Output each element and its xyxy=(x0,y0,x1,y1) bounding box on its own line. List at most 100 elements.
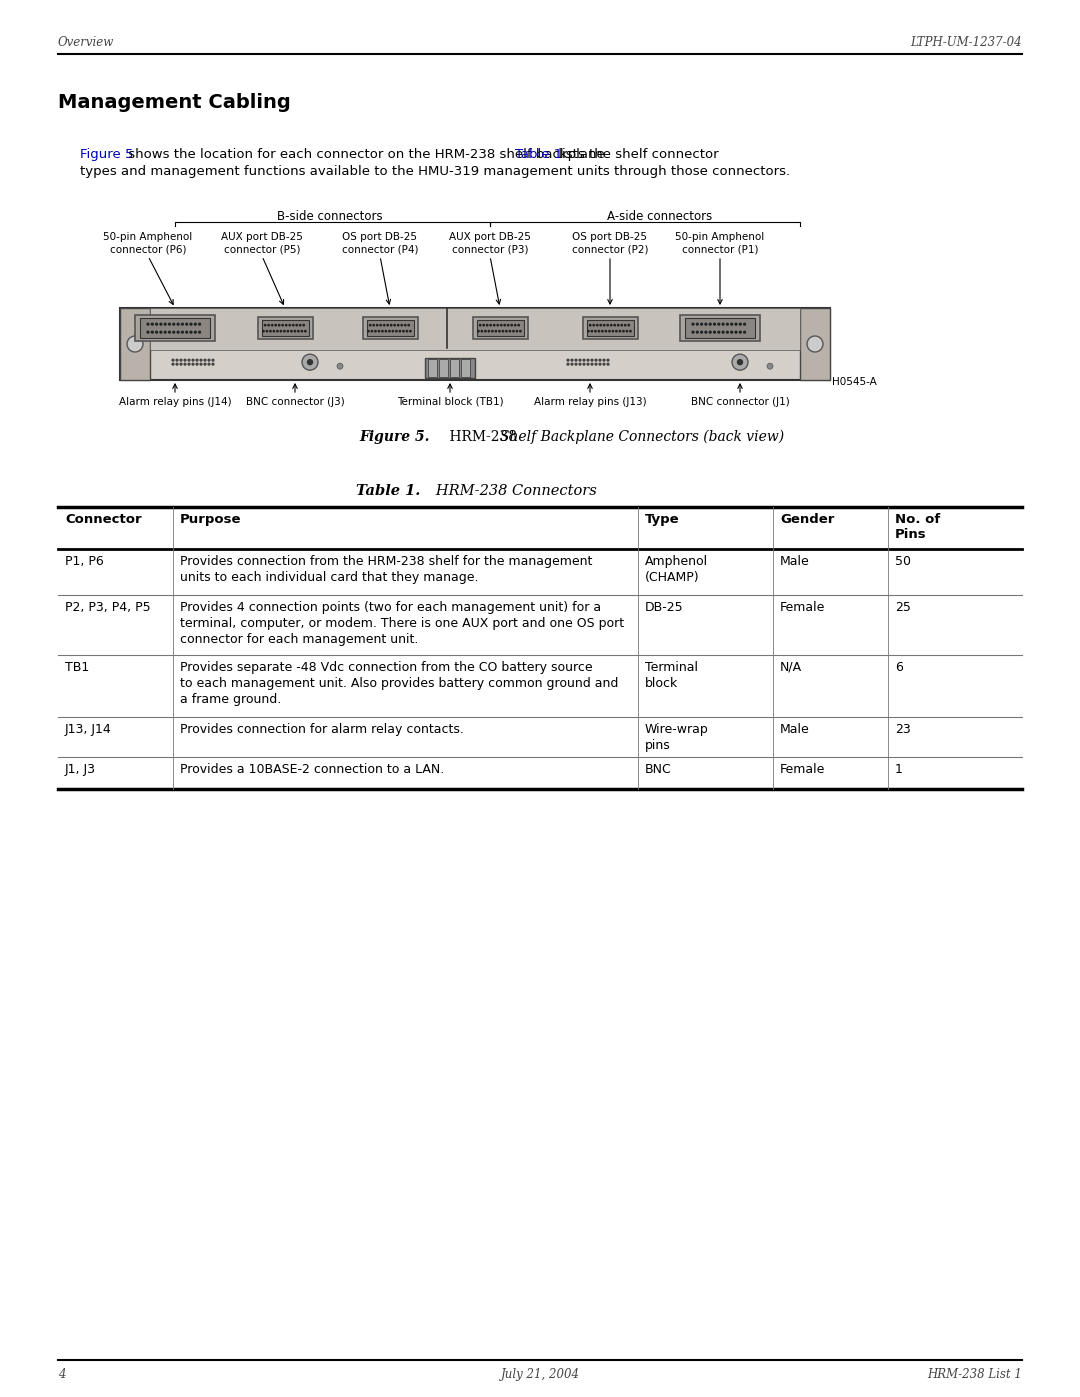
Circle shape xyxy=(168,323,171,326)
Circle shape xyxy=(156,323,158,326)
Circle shape xyxy=(302,355,318,370)
Bar xyxy=(120,307,150,380)
Circle shape xyxy=(692,331,693,332)
Circle shape xyxy=(266,331,268,332)
Circle shape xyxy=(208,359,210,360)
Bar xyxy=(461,359,470,377)
Circle shape xyxy=(600,324,602,326)
Circle shape xyxy=(406,331,407,332)
Circle shape xyxy=(375,331,376,332)
Circle shape xyxy=(705,331,706,332)
Circle shape xyxy=(571,359,572,360)
Circle shape xyxy=(701,331,702,332)
Circle shape xyxy=(575,363,577,365)
Circle shape xyxy=(488,331,489,332)
Text: Terminal
block: Terminal block xyxy=(645,661,698,690)
Circle shape xyxy=(190,331,192,332)
Circle shape xyxy=(194,323,197,326)
Bar xyxy=(473,317,527,339)
Circle shape xyxy=(591,359,593,360)
Circle shape xyxy=(623,331,624,332)
Circle shape xyxy=(482,331,483,332)
Circle shape xyxy=(212,363,214,365)
Circle shape xyxy=(595,359,597,360)
Circle shape xyxy=(276,331,278,332)
Circle shape xyxy=(579,359,581,360)
Circle shape xyxy=(767,363,773,369)
Circle shape xyxy=(282,324,283,326)
Circle shape xyxy=(305,331,306,332)
Circle shape xyxy=(701,323,702,326)
Circle shape xyxy=(505,331,508,332)
Circle shape xyxy=(156,331,158,332)
Circle shape xyxy=(200,363,202,365)
Circle shape xyxy=(727,331,728,332)
Bar xyxy=(438,359,448,377)
Circle shape xyxy=(607,324,608,326)
Bar xyxy=(450,359,459,377)
Circle shape xyxy=(744,323,745,326)
Bar xyxy=(582,317,637,339)
Text: Provides a 10BASE-2 connection to a LAN.: Provides a 10BASE-2 connection to a LAN. xyxy=(180,763,444,775)
Text: Management Cabling: Management Cabling xyxy=(58,94,291,112)
Text: AUX port DB-25
connector (P3): AUX port DB-25 connector (P3) xyxy=(449,232,531,254)
Circle shape xyxy=(490,324,491,326)
Text: Type: Type xyxy=(645,513,679,527)
Bar xyxy=(800,307,831,380)
Circle shape xyxy=(394,324,395,326)
Bar xyxy=(363,317,418,339)
Text: DB-25: DB-25 xyxy=(645,601,684,615)
Circle shape xyxy=(194,331,197,332)
Bar xyxy=(428,359,437,377)
Circle shape xyxy=(735,331,737,332)
Circle shape xyxy=(740,331,741,332)
Circle shape xyxy=(477,331,480,332)
Text: 50-pin Amphenol
connector (P6): 50-pin Amphenol connector (P6) xyxy=(104,232,192,254)
Circle shape xyxy=(160,323,162,326)
Text: J13, J14: J13, J14 xyxy=(65,724,111,736)
Circle shape xyxy=(293,324,294,326)
Text: BNC connector (J1): BNC connector (J1) xyxy=(690,397,789,407)
Circle shape xyxy=(496,331,497,332)
Circle shape xyxy=(626,331,627,332)
Text: Provides separate -48 Vdc connection from the CO battery source
to each manageme: Provides separate -48 Vdc connection fro… xyxy=(180,661,619,705)
Text: July 21, 2004: July 21, 2004 xyxy=(500,1368,580,1382)
Circle shape xyxy=(279,324,280,326)
Circle shape xyxy=(378,331,379,332)
Text: LTPH-UM-1237-04: LTPH-UM-1237-04 xyxy=(910,36,1022,49)
Circle shape xyxy=(177,331,179,332)
Circle shape xyxy=(718,323,719,326)
Circle shape xyxy=(389,331,390,332)
Circle shape xyxy=(298,331,299,332)
Circle shape xyxy=(294,331,296,332)
Circle shape xyxy=(400,331,401,332)
Text: No. of
Pins: No. of Pins xyxy=(895,513,941,541)
Bar xyxy=(586,320,634,337)
Circle shape xyxy=(172,359,174,360)
Text: Female: Female xyxy=(780,601,825,615)
Circle shape xyxy=(609,331,610,332)
Circle shape xyxy=(403,331,404,332)
Circle shape xyxy=(591,331,593,332)
Circle shape xyxy=(612,331,613,332)
Circle shape xyxy=(508,324,509,326)
Text: 50-pin Amphenol
connector (P1): 50-pin Amphenol connector (P1) xyxy=(675,232,765,254)
Text: HRM-238 Connectors: HRM-238 Connectors xyxy=(422,483,597,497)
Circle shape xyxy=(184,363,186,365)
Circle shape xyxy=(603,363,605,365)
Circle shape xyxy=(188,359,190,360)
Circle shape xyxy=(273,331,274,332)
Circle shape xyxy=(395,331,397,332)
Circle shape xyxy=(199,331,201,332)
Circle shape xyxy=(583,363,585,365)
Circle shape xyxy=(692,323,693,326)
Circle shape xyxy=(291,331,292,332)
Circle shape xyxy=(386,331,387,332)
Circle shape xyxy=(727,323,728,326)
Text: types and management functions available to the HMU-319 management units through: types and management functions available… xyxy=(80,165,791,177)
Circle shape xyxy=(714,323,715,326)
Circle shape xyxy=(732,355,748,370)
Circle shape xyxy=(160,331,162,332)
Circle shape xyxy=(604,324,605,326)
Circle shape xyxy=(296,324,297,326)
